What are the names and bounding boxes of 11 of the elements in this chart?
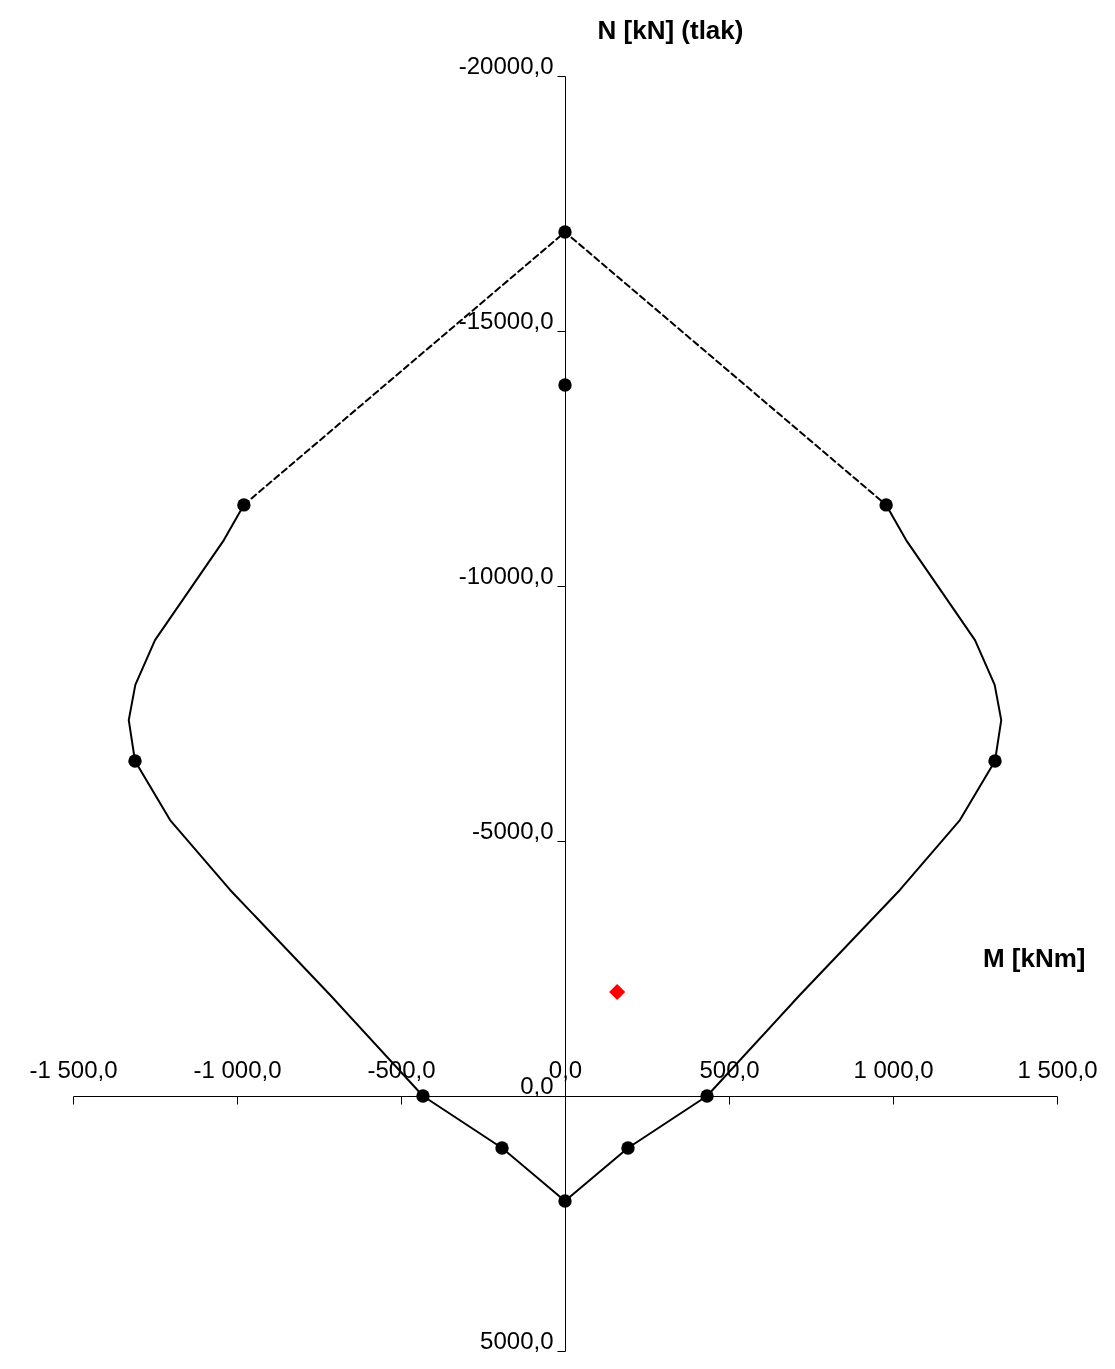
x-tick-label: -1 000,0 xyxy=(193,1055,282,1083)
x-tick-label: 1 500,0 xyxy=(1017,1055,1098,1083)
x-tick-label: -1 500,0 xyxy=(29,1055,118,1083)
y-axis-title: N [kN] (tlak) xyxy=(597,14,744,45)
x-tick-label: 1 000,0 xyxy=(853,1055,934,1083)
y-tick-label: -15000,0 xyxy=(458,306,554,334)
y-tick-label: -10000,0 xyxy=(458,561,554,589)
y-tick-label: 5000,0 xyxy=(480,1326,554,1354)
x-axis-title: M [kNm] xyxy=(982,942,1086,973)
y-tick-label: -5000,0 xyxy=(472,816,554,844)
y-tick-label: -20000,0 xyxy=(458,51,554,79)
